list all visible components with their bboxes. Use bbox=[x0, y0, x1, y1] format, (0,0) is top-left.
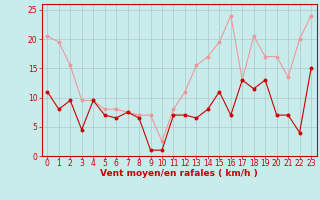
X-axis label: Vent moyen/en rafales ( km/h ): Vent moyen/en rafales ( km/h ) bbox=[100, 169, 258, 178]
